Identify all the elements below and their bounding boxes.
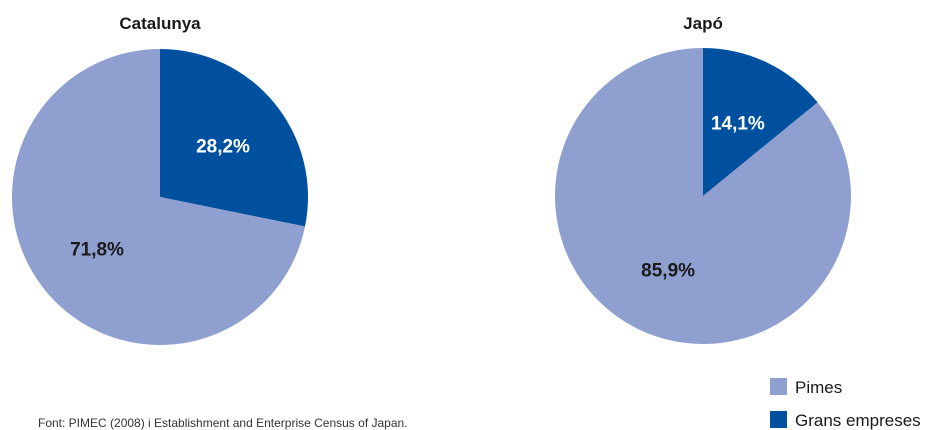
pie-chart-japo: Japó 14,1% 85,9% [555, 14, 852, 344]
legend-item-pimes: Pimes [770, 378, 842, 397]
legend-item-grans-empreses: Grans empreses [770, 411, 921, 430]
chart-title-catalunya: Catalunya [119, 14, 201, 33]
pie-slice-japo-pimes [555, 48, 852, 344]
pie-chart-catalunya: Catalunya 28,2% 71,8% [12, 14, 309, 345]
legend: Pimes Grans empreses [770, 378, 921, 430]
slice-label-catalunya-pimes: 71,8% [70, 240, 124, 261]
legend-label-grans-empreses: Grans empreses [795, 411, 921, 430]
slice-label-catalunya-grans-empreses: 28,2% [196, 137, 250, 158]
pie-slice-catalunya-pimes [12, 49, 306, 345]
slice-label-japo-grans-empreses: 14,1% [711, 114, 765, 135]
legend-swatch-grans-empreses [770, 411, 787, 428]
chart-title-japo: Japó [683, 14, 723, 33]
source-note: Font: PIMEC (2008) i Establishment and E… [38, 416, 408, 430]
pie-slice-catalunya-grans-empreses [160, 49, 309, 227]
slice-label-japo-pimes: 85,9% [641, 261, 695, 282]
pie-slice-japo-grans-empreses [703, 48, 818, 196]
legend-swatch-pimes [770, 378, 787, 395]
legend-label-pimes: Pimes [795, 378, 842, 397]
